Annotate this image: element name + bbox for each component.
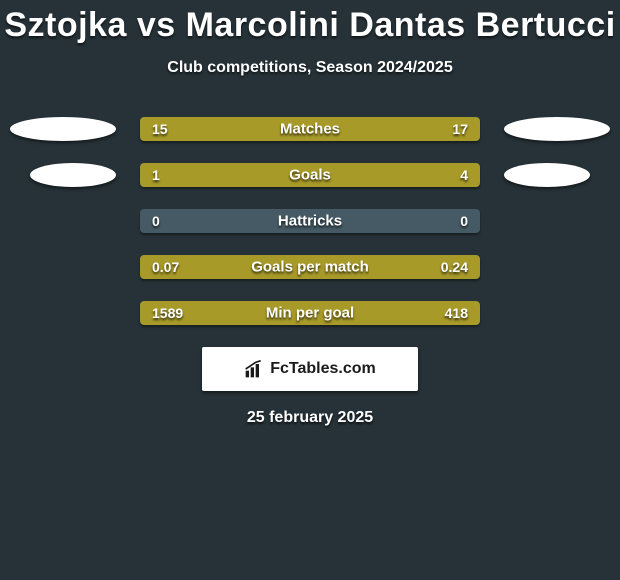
page-subtitle: Club competitions, Season 2024/2025 [0,59,620,77]
stat-bar: 1 Goals 4 [140,163,480,187]
stat-label: Goals per match [251,259,369,276]
stat-bar: 15 Matches 17 [140,117,480,141]
stat-label: Matches [280,121,340,138]
player-right-avatar [504,163,590,187]
stat-row: 1589 Min per goal 418 [0,301,620,325]
stat-bar: 0 Hattricks 0 [140,209,480,233]
stat-label: Goals [289,167,331,184]
stat-value-right: 4 [460,167,468,183]
stat-label: Min per goal [266,305,354,322]
page-title: Sztojka vs Marcolini Dantas Bertucci [0,0,620,45]
stat-bar: 1589 Min per goal 418 [140,301,480,325]
stat-value-right: 0.24 [441,259,468,275]
stat-bar: 0.07 Goals per match 0.24 [140,255,480,279]
stat-value-left: 0 [152,213,160,229]
player-left-avatar [30,163,116,187]
stat-fill-right [208,163,480,187]
stat-bars-container: 15 Matches 17 1 Goals 4 0 Hattricks 0 [0,117,620,325]
brand-text: FcTables.com [270,360,376,378]
player-right-avatar [504,117,610,141]
date-text: 25 february 2025 [0,409,620,427]
stat-value-left: 15 [152,121,168,137]
chart-icon [244,359,264,379]
stat-label: Hattricks [278,213,342,230]
stat-row: 0 Hattricks 0 [0,209,620,233]
stat-row: 15 Matches 17 [0,117,620,141]
stat-row: 0.07 Goals per match 0.24 [0,255,620,279]
branding-box[interactable]: FcTables.com [202,347,418,391]
stat-value-right: 0 [460,213,468,229]
stat-row: 1 Goals 4 [0,163,620,187]
stat-fill-left [140,163,208,187]
player-left-avatar [10,117,116,141]
stat-value-left: 1589 [152,305,183,321]
stat-value-left: 0.07 [152,259,179,275]
stat-value-left: 1 [152,167,160,183]
stat-value-right: 17 [452,121,468,137]
stat-value-right: 418 [445,305,468,321]
